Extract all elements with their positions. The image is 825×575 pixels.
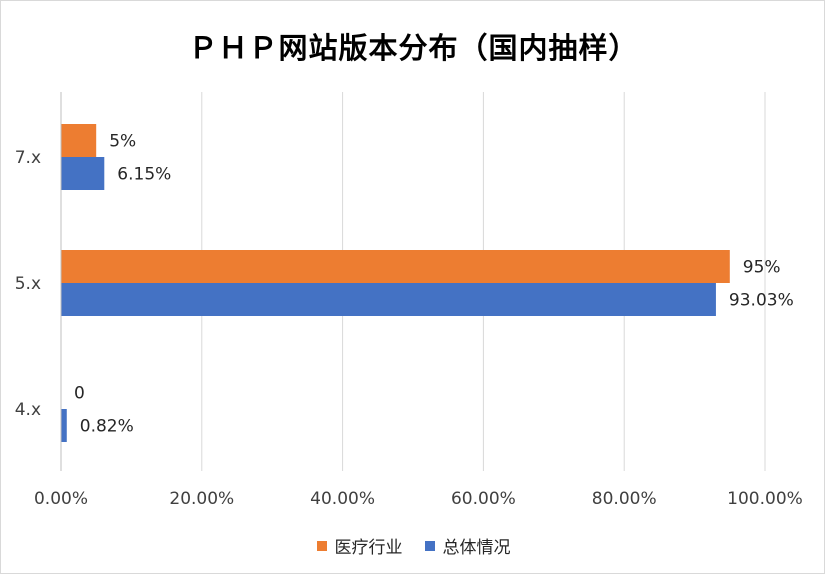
legend-label-series-0: 医疗行业: [334, 538, 403, 558]
category-label-1: 5.x: [15, 274, 41, 294]
legend-swatch-series-1: [424, 540, 435, 551]
data-label-5.x-series-1: 93.03%: [729, 291, 794, 311]
data-label-4.x-series-1: 0.82%: [80, 417, 134, 437]
category-label-0: 7.x: [15, 148, 41, 168]
data-label-7.x-series-0: 5%: [109, 132, 136, 152]
x-tick-label-3: 60.00%: [451, 489, 516, 509]
bar-5.x-series-1: [61, 283, 716, 316]
bar-4.x-series-1: [61, 409, 67, 442]
category-label-2: 4.x: [15, 400, 41, 420]
data-label-5.x-series-0: 95%: [743, 258, 781, 278]
legend-swatch-series-0: [316, 540, 327, 551]
x-tick-label-4: 80.00%: [592, 489, 657, 509]
legend: 医疗行业 总体情况: [1, 533, 825, 558]
legend-item-series-0: 医疗行业: [316, 533, 403, 558]
data-label-7.x-series-1: 6.15%: [117, 165, 171, 185]
bar-7.x-series-1: [61, 157, 105, 190]
x-tick-label-5: 100.00%: [727, 489, 803, 509]
x-tick-label-0: 0.00%: [34, 489, 88, 509]
chart-title: ＰＨＰ网站版本分布（国内抽样）: [188, 31, 639, 65]
legend-item-series-1: 总体情况: [424, 533, 511, 558]
data-label-4.x-series-0: 0: [74, 384, 85, 404]
x-tick-label-2: 40.00%: [310, 489, 375, 509]
bar-5.x-series-0: [61, 250, 730, 283]
legend-label-series-1: 总体情况: [442, 538, 511, 558]
x-tick-label-1: 20.00%: [169, 489, 234, 509]
bar-7.x-series-0: [61, 124, 97, 157]
